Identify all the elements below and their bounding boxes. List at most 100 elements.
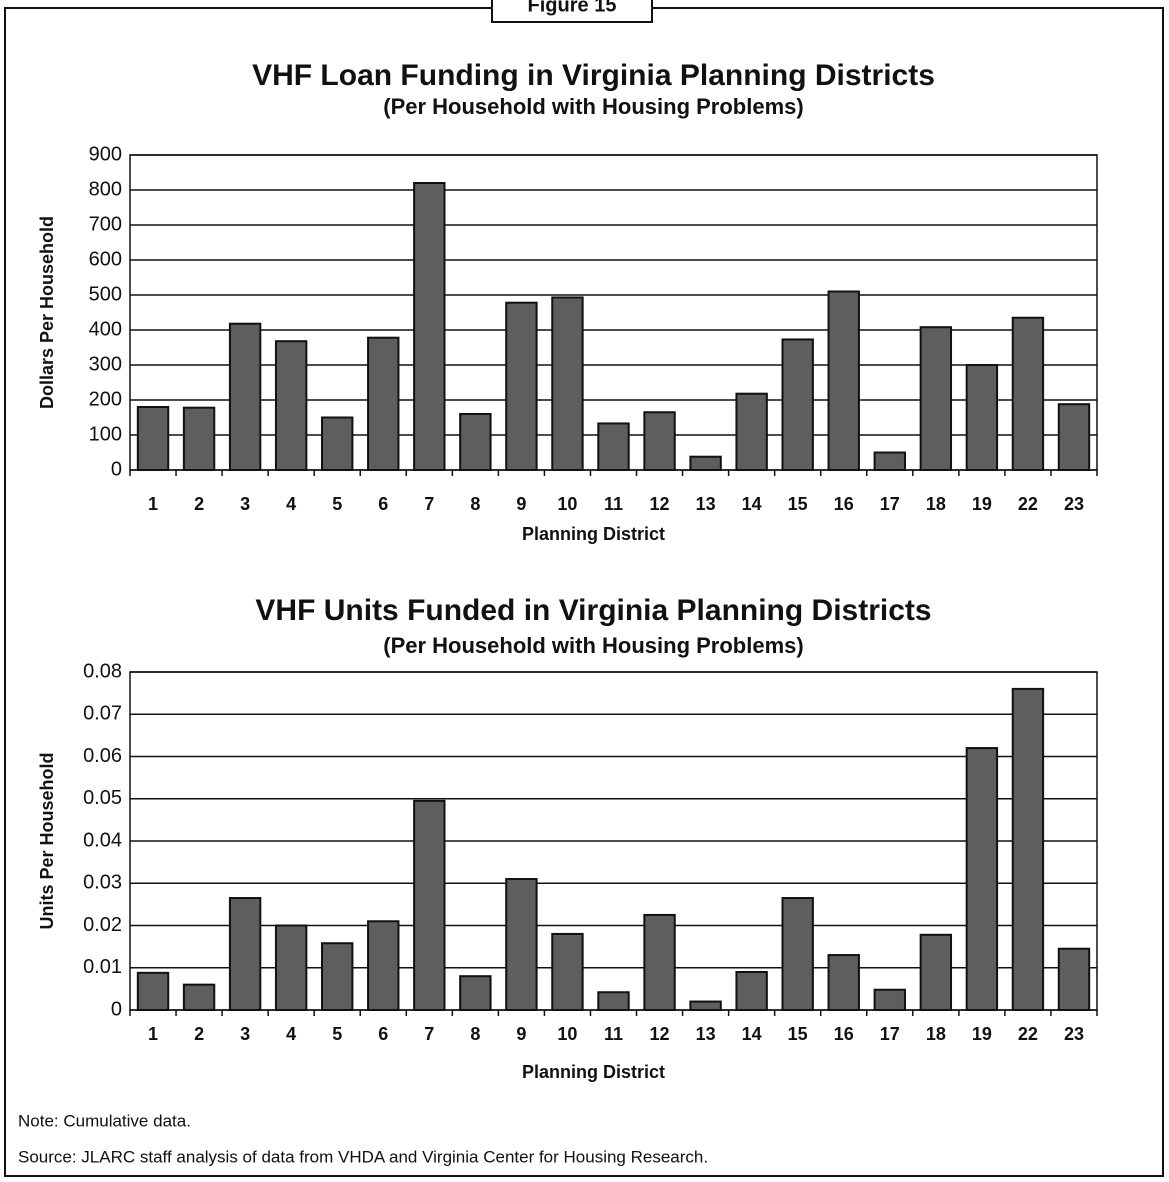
x-tick-label: 6 (378, 1024, 388, 1044)
x-tick-label: 16 (834, 1024, 854, 1044)
x-tick-label: 2 (194, 494, 204, 514)
bar (367, 920, 400, 1012)
bar (182, 406, 216, 472)
y-tick-label: 0.01 (83, 956, 122, 978)
bar (367, 336, 400, 472)
bar (551, 296, 584, 472)
x-tick-label: 10 (557, 494, 577, 514)
bar (1057, 947, 1091, 1011)
figure-label-box (491, 0, 653, 23)
x-tick-label: 16 (834, 494, 854, 514)
y-tick-label: 500 (89, 283, 122, 305)
bar (689, 1000, 722, 1011)
bar (413, 182, 446, 471)
y-tick-label: 0.03 (83, 872, 122, 894)
bar (873, 451, 906, 471)
x-tick-label: 13 (696, 1024, 716, 1044)
x-tick-label: 23 (1064, 494, 1084, 514)
x-tick-label: 9 (516, 1024, 526, 1044)
bar (1057, 403, 1091, 472)
x-tick-label: 12 (650, 1024, 670, 1044)
x-tick-label: 4 (286, 494, 296, 514)
chart-title: VHF Units Funded in Virginia Planning Di… (255, 594, 931, 627)
x-tick-label: 22 (1018, 1024, 1038, 1044)
x-tick-label: 12 (650, 494, 670, 514)
bar (827, 290, 860, 471)
x-tick-label: 11 (604, 494, 623, 514)
bar (965, 364, 999, 471)
bar (505, 878, 538, 1012)
bar (459, 413, 492, 471)
y-tick-label: 0.02 (83, 914, 122, 936)
y-tick-label: 0.07 (83, 703, 122, 725)
bar (551, 932, 584, 1012)
x-tick-label: 17 (880, 494, 900, 514)
bar (413, 799, 446, 1011)
x-tick-label: 7 (424, 494, 434, 514)
x-tick-label: 10 (557, 1024, 577, 1044)
bar (321, 942, 354, 1011)
x-tick-label: 18 (926, 1024, 946, 1044)
y-tick-label: 400 (89, 318, 122, 340)
bar (781, 338, 814, 472)
x-tick-label: 5 (332, 1024, 342, 1044)
x-tick-label: 15 (788, 494, 808, 514)
x-tick-label: 14 (742, 1024, 762, 1044)
y-tick-label: 900 (89, 143, 122, 165)
x-tick-label: 18 (926, 494, 946, 514)
y-tick-label: 600 (89, 248, 122, 270)
x-tick-label: 1 (148, 1024, 158, 1044)
bar (228, 897, 262, 1011)
source: Source: JLARC staff analysis of data fro… (18, 1147, 708, 1166)
y-axis-title: Dollars Per Household (37, 216, 57, 409)
bar (228, 322, 262, 472)
y-tick-label: 0 (111, 458, 122, 480)
bar (274, 924, 308, 1011)
chart-title: VHF Loan Funding in Virginia Planning Di… (252, 59, 935, 92)
x-tick-label: 3 (240, 1024, 250, 1044)
x-tick-label: 8 (470, 494, 480, 514)
bar (735, 392, 768, 472)
bar (1011, 316, 1045, 471)
x-tick-label: 2 (194, 1024, 204, 1044)
x-axis-title: Planning District (522, 524, 665, 544)
y-tick-label: 700 (89, 213, 122, 235)
bar (136, 406, 170, 471)
bar (274, 340, 308, 472)
bar (919, 326, 953, 472)
x-tick-label: 3 (240, 494, 250, 514)
bar (919, 933, 953, 1011)
note: Note: Cumulative data. (18, 1111, 191, 1130)
bar (321, 416, 354, 471)
y-tick-label: 0.08 (83, 660, 122, 682)
bar (827, 954, 860, 1012)
x-tick-label: 17 (880, 1024, 900, 1044)
bar (643, 913, 676, 1011)
y-tick-label: 800 (89, 178, 122, 200)
x-tick-label: 1 (148, 494, 158, 514)
x-tick-label: 7 (424, 1024, 434, 1044)
bar (459, 975, 492, 1012)
bar (597, 422, 630, 472)
bar (505, 301, 538, 472)
y-tick-label: 100 (89, 423, 122, 445)
y-tick-label: 0.06 (83, 745, 122, 767)
bar (136, 971, 170, 1012)
x-tick-label: 8 (470, 1024, 480, 1044)
bar (597, 991, 630, 1012)
y-tick-label: 0.04 (83, 829, 122, 851)
bar (643, 411, 676, 471)
bar (1011, 687, 1045, 1012)
y-tick-label: 200 (89, 388, 122, 410)
x-tick-label: 9 (516, 494, 526, 514)
bar (182, 983, 216, 1012)
x-tick-label: 13 (696, 494, 716, 514)
y-tick-label: 0.05 (83, 787, 122, 809)
bar (873, 988, 906, 1011)
x-tick-label: 19 (972, 494, 992, 514)
y-tick-label: 300 (89, 353, 122, 375)
x-axis-title: Planning District (522, 1062, 665, 1082)
x-tick-label: 15 (788, 1024, 808, 1044)
